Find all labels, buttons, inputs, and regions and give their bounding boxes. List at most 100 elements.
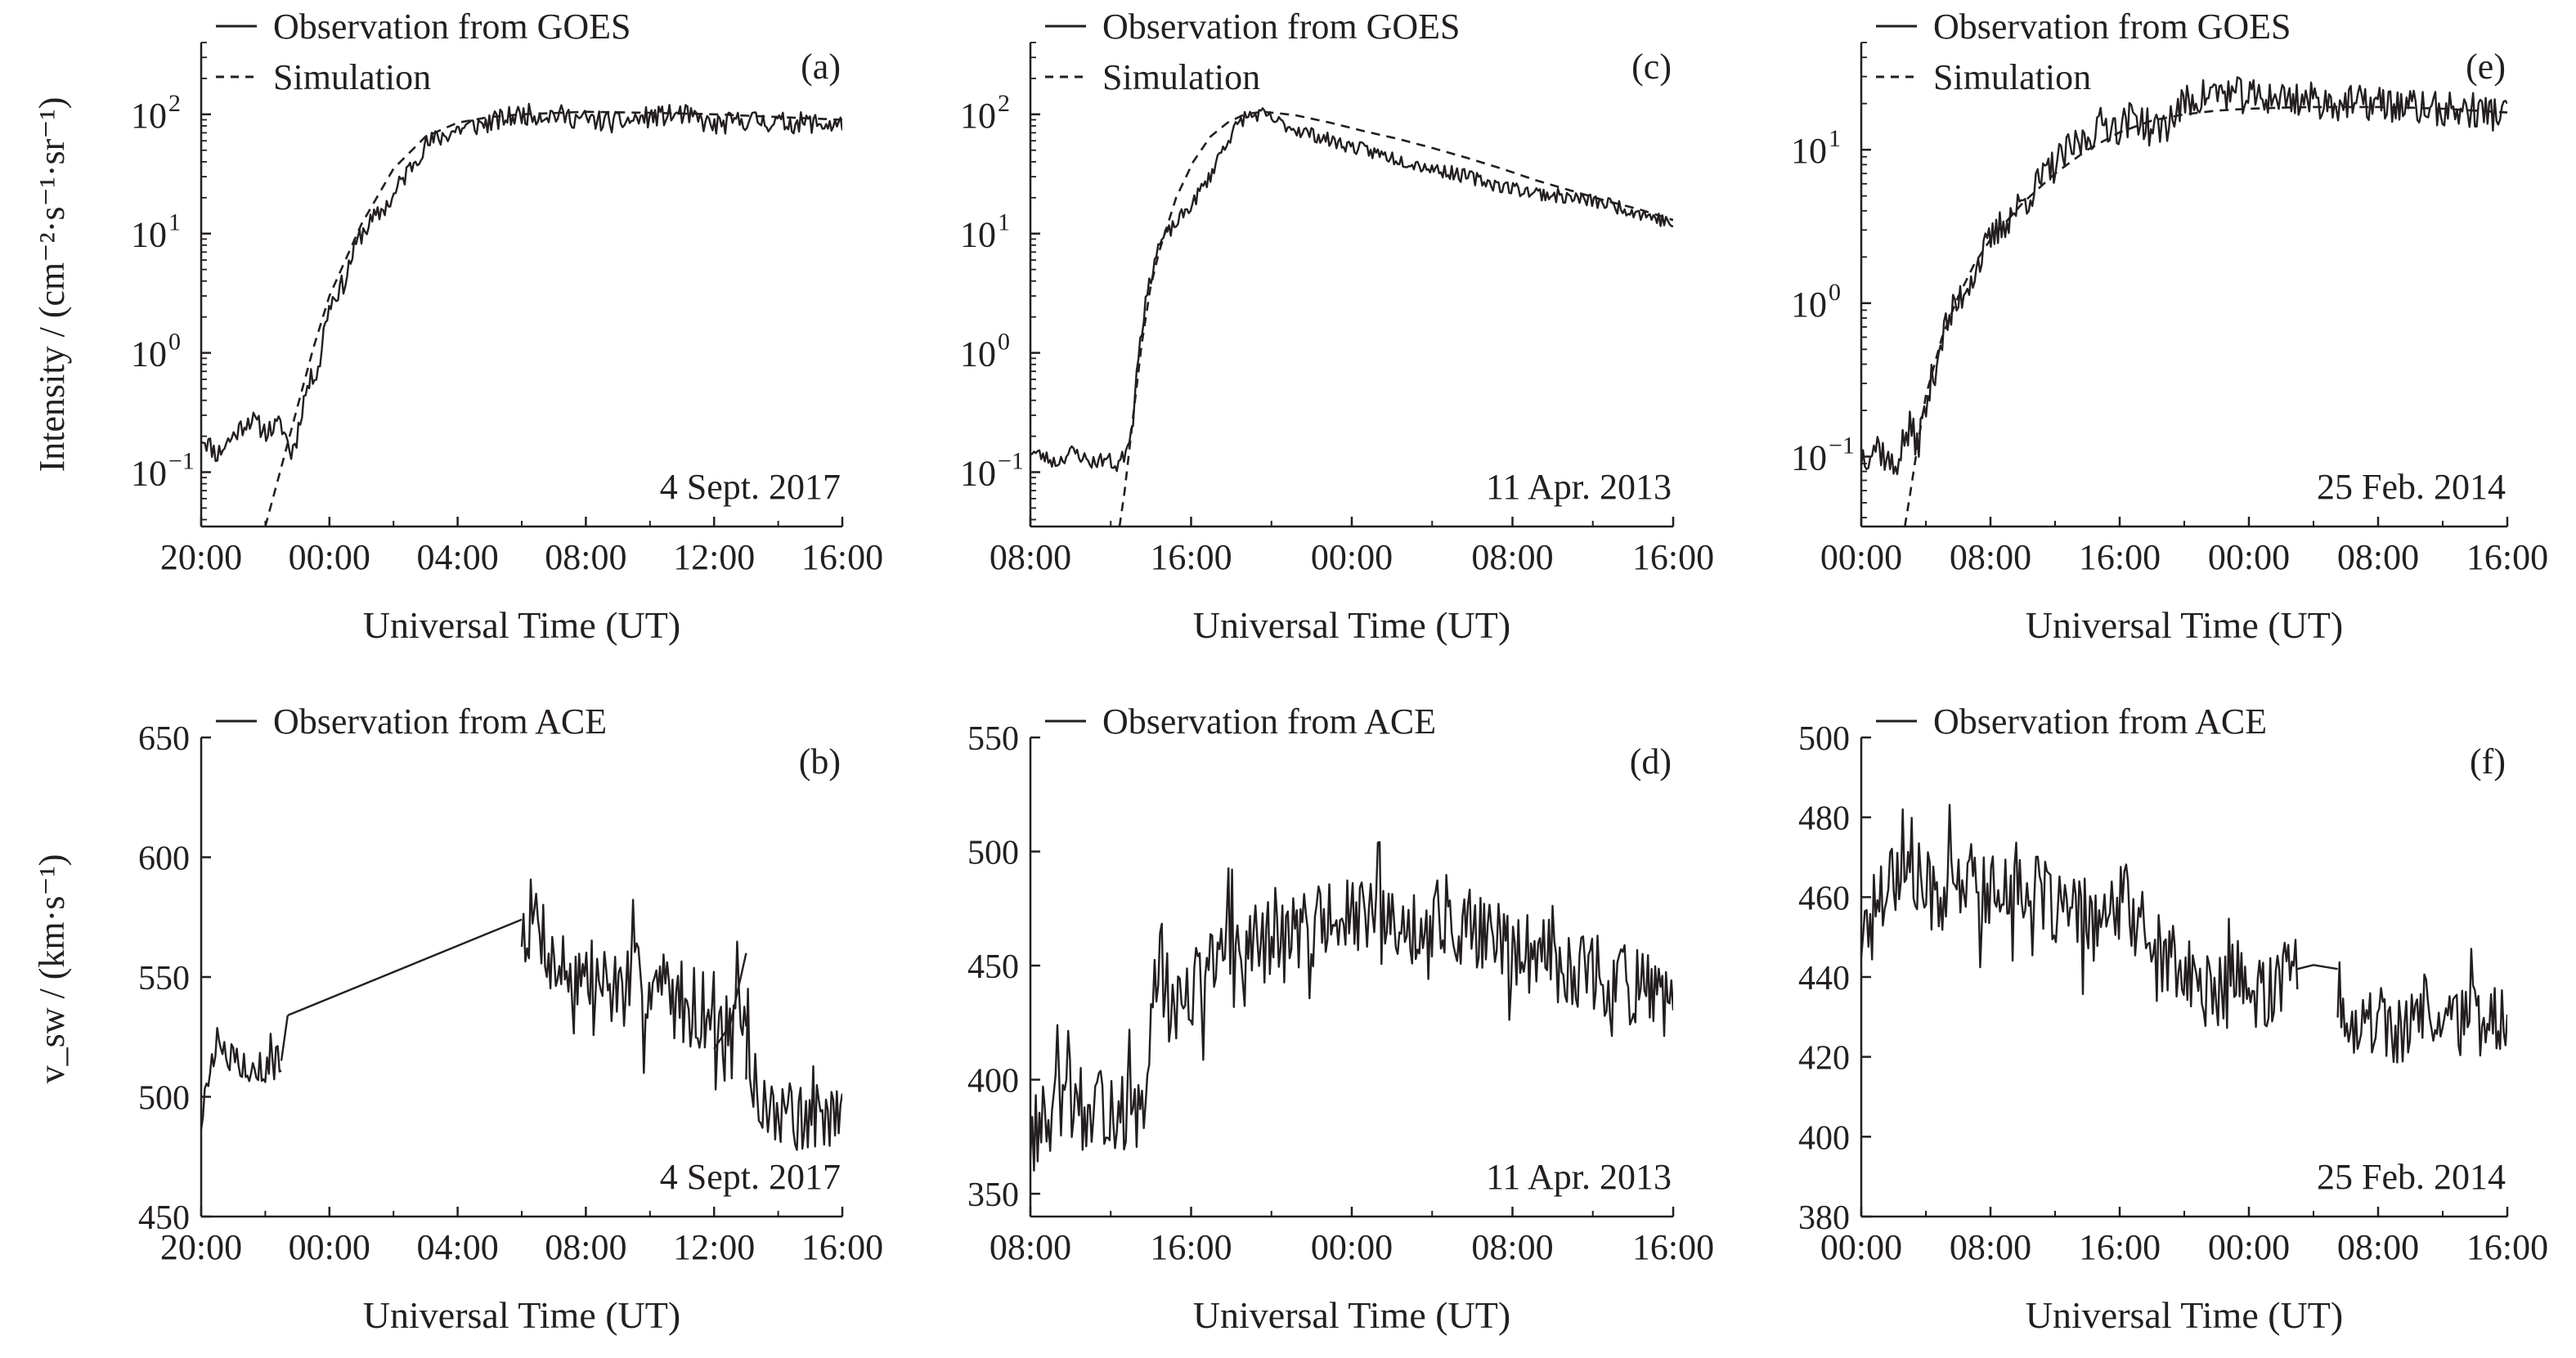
x-tick-label: 20:00 (160, 537, 242, 577)
y-tick-label: 500 (967, 835, 1019, 872)
y-tick-label: 500 (138, 1080, 190, 1118)
y-tick-label: 10 (960, 96, 996, 136)
x-tick-label: 00:00 (2208, 537, 2290, 577)
observation-line (201, 1027, 282, 1130)
x-tick-label: 08:00 (545, 537, 626, 577)
y-tick-label: 10 (1791, 131, 1827, 171)
observation-line (287, 918, 523, 1017)
x-tick-label: 16:00 (2466, 1227, 2548, 1267)
legend-label: Observation from GOES (1933, 7, 2291, 47)
legend-label: Observation from GOES (273, 7, 631, 47)
x-tick-label: 16:00 (1632, 537, 1714, 577)
x-tick-label: 16:00 (2466, 537, 2548, 577)
y-tick-label: 420 (1798, 1040, 1850, 1078)
x-axis-title: Universal Time (UT) (363, 1294, 680, 1336)
x-axis-title: Universal Time (UT) (2026, 604, 2343, 646)
y-tick-exponent: −1 (168, 447, 195, 474)
x-tick-label: 00:00 (2208, 1227, 2290, 1267)
observation-line (201, 102, 842, 463)
simulation-line (1904, 105, 2507, 527)
y-tick-base: 10 (131, 334, 167, 374)
panel-label: (a) (801, 47, 841, 87)
y-tick-base: 10 (1791, 131, 1827, 171)
y-tick-label: 450 (138, 1199, 190, 1237)
event-date-label: 11 Apr. 2013 (1486, 1157, 1672, 1197)
x-tick-label: 08:00 (1471, 1227, 1553, 1267)
y-tick-label: 10 (960, 215, 996, 255)
y-tick-exponent: 1 (168, 209, 181, 236)
y-tick-exponent: 0 (998, 329, 1010, 356)
legend-label: Simulation (273, 57, 431, 97)
x-tick-label: 00:00 (1820, 1227, 1902, 1267)
y-tick-label: 10 (960, 334, 996, 374)
y-tick-base: 10 (960, 453, 996, 493)
legend-label: Observation from GOES (1102, 7, 1461, 47)
series-group (1030, 107, 1673, 527)
legend-label: Observation from ACE (1102, 701, 1436, 742)
event-date-label: 4 Sept. 2017 (660, 467, 841, 507)
x-tick-label: 16:00 (1150, 1227, 1232, 1267)
x-tick-label: 08:00 (545, 1227, 626, 1267)
y-tick-base: 10 (131, 215, 167, 255)
y-tick-label: 400 (967, 1063, 1019, 1100)
observation-line (745, 988, 842, 1151)
observation-line (1030, 107, 1673, 473)
y-tick-base: 10 (1791, 285, 1827, 325)
y-tick-exponent: 1 (1829, 125, 1841, 152)
y-tick-exponent: 2 (168, 90, 181, 117)
observation-line (520, 878, 747, 1091)
x-tick-label: 00:00 (1311, 1227, 1393, 1267)
x-tick-label: 08:00 (1471, 537, 1553, 577)
x-tick-label: 12:00 (673, 1227, 755, 1267)
y-axis-title-intensity: Intensity / (cm⁻²·s⁻¹·sr⁻¹) (32, 97, 72, 473)
y-tick-exponent: −1 (1829, 432, 1855, 459)
y-tick-base: 10 (960, 215, 996, 255)
panel-label: (c) (1631, 47, 1672, 87)
chart-panel-d: 08:00 16:00 00:00 08:00 16:00 550 500 450 400 350… (967, 701, 1714, 1336)
series-group (201, 102, 842, 527)
x-tick-label: 08:00 (2337, 1227, 2419, 1267)
y-tick-label: 10 (1791, 285, 1827, 325)
y-tick-label: 380 (1798, 1199, 1850, 1237)
x-tick-label: 12:00 (673, 537, 755, 577)
x-tick-label: 16:00 (2079, 537, 2161, 577)
y-tick-label: 10 (131, 215, 167, 255)
x-tick-label: 04:00 (416, 1227, 498, 1267)
y-tick-exponent: −1 (998, 447, 1024, 474)
observation-line (1030, 840, 1673, 1172)
simulation-line (1118, 110, 1673, 527)
y-tick-exponent: 2 (998, 90, 1010, 117)
observation-line (2297, 964, 2338, 970)
x-axis-title: Universal Time (UT) (1193, 1294, 1510, 1336)
event-date-label: 25 Feb. 2014 (2317, 1157, 2506, 1197)
panel-label: (b) (799, 742, 841, 782)
y-tick-label: 450 (967, 948, 1019, 986)
y-tick-label: 460 (1798, 880, 1850, 917)
observation-line (2336, 948, 2507, 1064)
y-tick-label: 400 (1798, 1119, 1850, 1157)
y-tick-base: 10 (131, 96, 167, 136)
x-axis-title: Universal Time (UT) (363, 604, 680, 646)
legend-label: Observation from ACE (273, 701, 607, 742)
observation-line (1861, 76, 2507, 476)
x-tick-label: 08:00 (1950, 1227, 2031, 1267)
series-group (1861, 804, 2507, 1064)
x-tick-label: 08:00 (1950, 537, 2031, 577)
y-tick-label: 550 (138, 960, 190, 997)
observation-line (280, 1015, 289, 1061)
y-tick-label: 10 (1791, 437, 1827, 477)
y-axis-title-velocity: v_sw / (km·s⁻¹) (32, 854, 72, 1084)
y-tick-label: 350 (967, 1176, 1019, 1214)
y-tick-base: 10 (960, 334, 996, 374)
chart-panel-f: 00:00 08:00 16:00 00:00 08:00 16:00 500 480 460 4… (1798, 701, 2548, 1336)
simulation-line (264, 110, 842, 527)
x-tick-label: 00:00 (1820, 537, 1902, 577)
series-group (201, 878, 842, 1151)
y-tick-label: 600 (138, 840, 190, 878)
x-tick-label: 00:00 (289, 1227, 370, 1267)
x-tick-label: 08:00 (990, 537, 1071, 577)
y-tick-base: 10 (131, 453, 167, 493)
